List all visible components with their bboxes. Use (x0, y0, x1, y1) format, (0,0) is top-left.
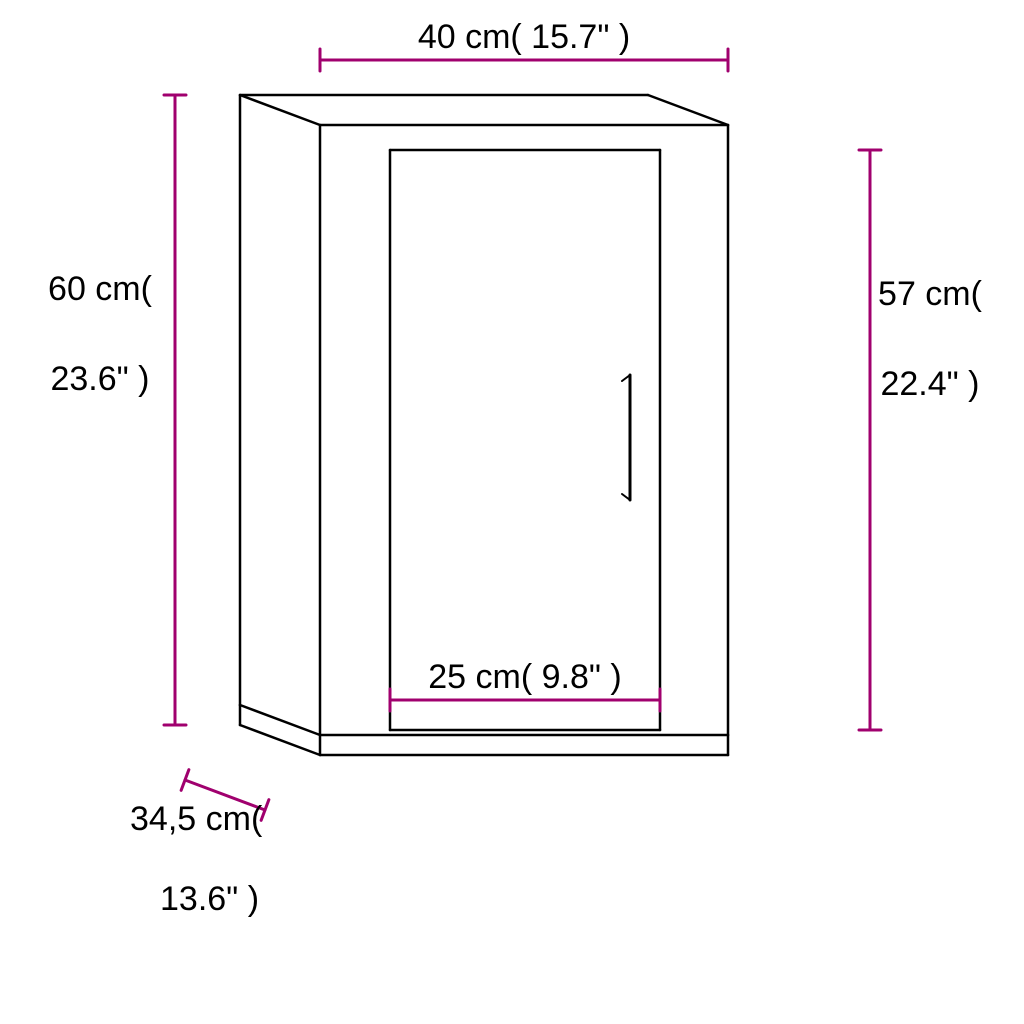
dimensions: 40 cm( 15.7" ) 25 cm( 9.8" ) 60 cm( 23.6" )… (48, 18, 983, 918)
dim-label-left-height-1: 60 cm( (48, 270, 153, 308)
dim-label-top-width: 40 cm( 15.7" ) (418, 18, 630, 56)
dim-label-depth-2: 13.6" ) (160, 880, 259, 918)
dim-label-left-height-2: 23.6" ) (50, 360, 149, 398)
dim-label-right-height-2: 22.4" ) (880, 365, 979, 403)
dim-label-door-width: 25 cm( 9.8" ) (428, 658, 621, 696)
cabinet-outline (240, 95, 728, 755)
dim-label-right-height-1: 57 cm( (878, 275, 983, 313)
dim-label-depth-1: 34,5 cm( (130, 800, 263, 838)
